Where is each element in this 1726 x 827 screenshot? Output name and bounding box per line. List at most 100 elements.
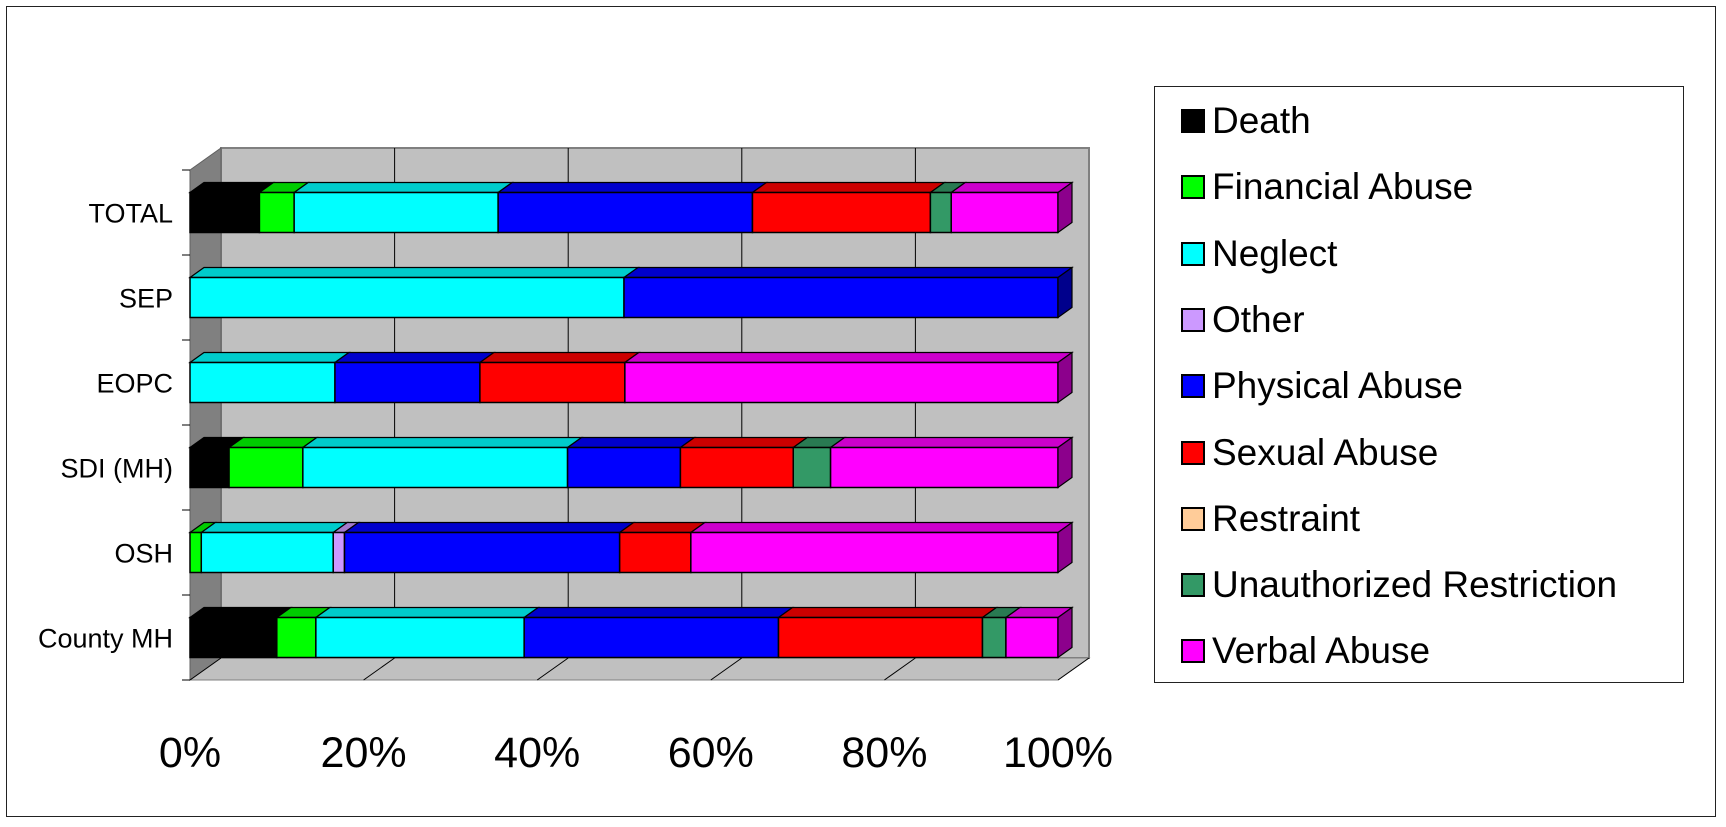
bar-segment-financial-abuse (258, 191, 295, 234)
category-label: SEP (119, 284, 173, 314)
x-tick-label: 80% (841, 729, 927, 777)
bar-segment-physical-abuse (566, 446, 682, 489)
bar-side-verbal-abuse (1057, 351, 1073, 404)
bar-segment-unauthorized-restriction (792, 446, 832, 489)
bar-side-verbal-abuse (1057, 606, 1073, 659)
bar-segment-neglect (189, 276, 625, 319)
legend-label: Neglect (1212, 232, 1338, 274)
bar-top-verbal-abuse (828, 436, 1074, 449)
x-tick-label: 20% (321, 729, 407, 777)
bar-segment-sexual-abuse (777, 616, 984, 659)
x-tick-label: 0% (159, 729, 221, 777)
bar-top-verbal-abuse (688, 521, 1074, 534)
legend-label: Financial Abuse (1212, 166, 1474, 208)
category-label: SDI (MH) (61, 454, 173, 484)
bar-segment-other (332, 531, 346, 574)
bar-segment-neglect (315, 616, 525, 659)
bar-segment-verbal-abuse (950, 191, 1059, 234)
bar-segment-physical-abuse (497, 191, 754, 234)
floor-gridline (1057, 657, 1090, 681)
legend-item-physical-abuse: Physical Abuse (1181, 365, 1463, 407)
floor-gridline (189, 657, 222, 681)
legend: Death Financial Abuse Neglect Other Physical… (1154, 86, 1684, 683)
bar-top-verbal-abuse (949, 181, 1074, 194)
legend-swatch (1181, 374, 1205, 399)
bar-segment-sexual-abuse (751, 191, 932, 234)
bar-top-sexual-abuse (678, 436, 810, 449)
bar-top-neglect (188, 351, 351, 364)
floor-gridline (710, 657, 743, 681)
legend-label: Unauthorized Restriction (1212, 564, 1618, 606)
floor (188, 657, 1091, 681)
legend-swatch (1181, 241, 1205, 266)
bar-segment-physical-abuse (334, 361, 481, 404)
bar-top-sexual-abuse (750, 181, 947, 194)
bar-side-physical-abuse (1057, 266, 1073, 319)
bar-segment-sexual-abuse (618, 531, 692, 574)
legend-item-financial-abuse: Financial Abuse (1181, 166, 1474, 208)
bar-top-sexual-abuse (478, 351, 641, 364)
bar-segment-unauthorized-restriction (929, 191, 952, 234)
bar-top-neglect (199, 521, 350, 534)
bar-segment-physical-abuse (343, 531, 621, 574)
bar-segment-physical-abuse (523, 616, 780, 659)
x-tick-label: 100% (1003, 729, 1113, 777)
bar-segment-unauthorized-restriction (981, 616, 1007, 659)
bar-segment-financial-abuse (276, 616, 317, 659)
bar-segment-physical-abuse (623, 276, 1059, 319)
bar-top-neglect (313, 606, 541, 619)
bar-segment-verbal-abuse (624, 361, 1059, 404)
legend-label: Sexual Abuse (1212, 431, 1439, 473)
legend-swatch (1181, 440, 1205, 465)
bar-top-verbal-abuse (622, 351, 1074, 364)
legend-swatch (1181, 307, 1205, 332)
legend-item-neglect: Neglect (1181, 232, 1338, 274)
bar-segment-verbal-abuse (829, 446, 1059, 489)
bar-top-physical-abuse (522, 606, 795, 619)
bar-segment-verbal-abuse (690, 531, 1059, 574)
legend-item-unauthorized-restriction: Unauthorized Restriction (1181, 564, 1618, 606)
legend-label: Other (1212, 298, 1305, 340)
bar-segment-neglect (302, 446, 569, 489)
bar-segment-financial-abuse (228, 446, 304, 489)
bar-side-verbal-abuse (1057, 436, 1073, 489)
bar-top-neglect (188, 266, 640, 279)
bar-segment-neglect (189, 361, 336, 404)
bar-side-verbal-abuse (1057, 521, 1073, 574)
x-tick-label: 60% (668, 729, 754, 777)
legend-item-sexual-abuse: Sexual Abuse (1181, 431, 1439, 473)
bar-segment-neglect (293, 191, 499, 234)
legend-item-death: Death (1181, 100, 1311, 141)
legend-swatch (1181, 506, 1205, 531)
legend-swatch (1181, 175, 1205, 200)
bar-top-physical-abuse (622, 266, 1074, 279)
category-label: County MH (38, 624, 173, 654)
legend-label: Verbal Abuse (1212, 630, 1431, 672)
floor-gridline (884, 657, 916, 681)
bar-segment-sexual-abuse (479, 361, 626, 404)
legend-item-verbal-abuse: Verbal Abuse (1181, 630, 1431, 672)
legend-item-restraint: Restraint (1181, 498, 1360, 539)
bar-top-sexual-abuse (776, 606, 999, 619)
legend-label: Death (1212, 100, 1311, 141)
bar-top-physical-abuse (333, 351, 496, 364)
floor-gridline (536, 657, 569, 681)
bar-segment-death (189, 616, 278, 659)
floor-gridline (363, 657, 395, 681)
legend-item-other: Other (1181, 298, 1305, 340)
category-label: TOTAL (88, 199, 173, 229)
bar-segment-sexual-abuse (679, 446, 795, 489)
category-label: EOPC (96, 369, 173, 399)
bar-segment-verbal-abuse (1005, 616, 1059, 659)
bar-segment-neglect (200, 531, 334, 574)
bar-top-neglect (300, 436, 584, 449)
bar-segment-financial-abuse (189, 531, 203, 574)
bar-top-physical-abuse (342, 521, 636, 534)
legend-swatch (1181, 573, 1205, 598)
bar-top-financial-abuse (227, 436, 319, 449)
category-label: OSH (114, 539, 173, 569)
legend-label: Physical Abuse (1212, 365, 1463, 407)
legend-swatch (1181, 109, 1205, 133)
bar-top-neglect (292, 181, 515, 194)
